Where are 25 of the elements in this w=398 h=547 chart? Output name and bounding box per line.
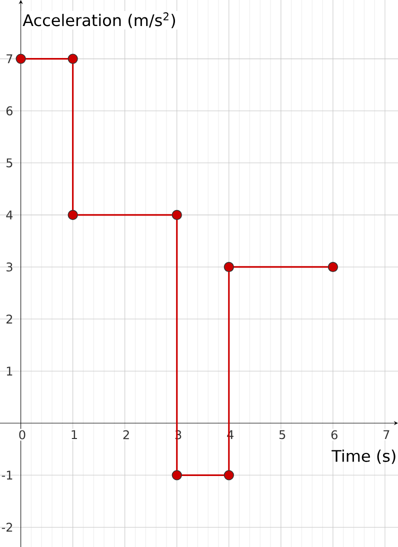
point xyxy=(224,262,234,272)
x-tick-label: 0 xyxy=(19,430,26,440)
y-tick-label: 2 xyxy=(6,314,12,324)
y-tick-label: 4 xyxy=(6,210,13,220)
x-tick-label: 2 xyxy=(123,430,129,440)
y-tick-label: 3 xyxy=(6,262,12,272)
x-tick-label: 5 xyxy=(279,430,286,440)
x-tick-label: 1 xyxy=(72,430,77,439)
point xyxy=(328,262,338,272)
y-tick-label: 6 xyxy=(6,106,12,116)
point xyxy=(68,54,78,64)
point xyxy=(16,54,26,64)
point xyxy=(172,210,182,220)
y-tick-label: 5 xyxy=(6,158,12,168)
point xyxy=(68,210,78,220)
x-axis-title: Time (s) xyxy=(332,450,396,464)
y-tick-label: -2 xyxy=(2,522,12,532)
point xyxy=(172,470,182,480)
y-tick-label: 1 xyxy=(6,366,12,376)
x-tick-label: 6 xyxy=(331,430,338,440)
y-axis-title: Acceleration (m/s$^{2}$) xyxy=(22,12,176,28)
y-tick-label: -1 xyxy=(2,470,12,480)
point xyxy=(224,470,234,480)
y-tick-label: 7 xyxy=(6,54,12,64)
x-tick-label: 7 xyxy=(384,430,390,439)
